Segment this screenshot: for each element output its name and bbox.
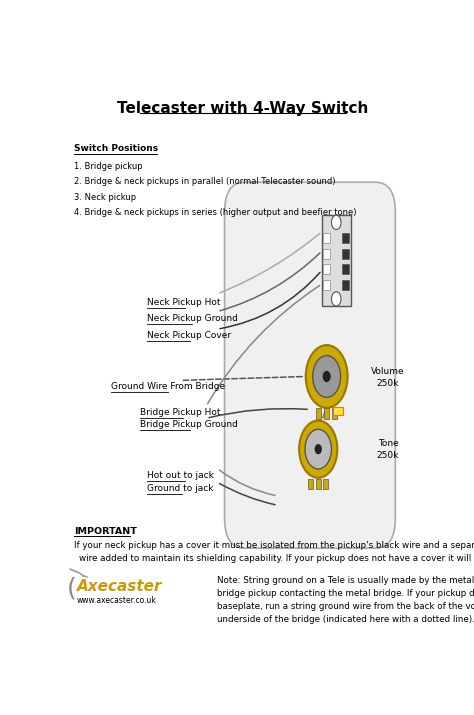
Bar xyxy=(324,408,329,420)
Text: www.axecaster.co.uk: www.axecaster.co.uk xyxy=(77,596,157,605)
Text: 250k: 250k xyxy=(377,379,399,388)
Bar xyxy=(323,264,329,274)
Text: 2. Bridge & neck pickups in parallel (normal Telecaster sound): 2. Bridge & neck pickups in parallel (no… xyxy=(74,177,336,186)
Text: If your neck pickup has a cover it must be isolated from the pickup's black wire: If your neck pickup has a cover it must … xyxy=(74,541,474,550)
Circle shape xyxy=(315,445,321,453)
Text: bridge pickup contacting the metal bridge. If your pickup doesn't have a metal: bridge pickup contacting the metal bridg… xyxy=(217,589,474,598)
Text: Neck Pickup Cover: Neck Pickup Cover xyxy=(147,331,231,340)
Bar xyxy=(343,264,349,274)
Circle shape xyxy=(299,420,337,478)
Text: IMPORTANT: IMPORTANT xyxy=(74,528,137,536)
Text: Switch Positions: Switch Positions xyxy=(74,144,158,152)
Bar xyxy=(343,249,349,259)
Text: (: ( xyxy=(67,577,77,601)
Text: Neck Pickup Hot: Neck Pickup Hot xyxy=(147,297,221,307)
Circle shape xyxy=(305,429,331,469)
Text: Neck Pickup Ground: Neck Pickup Ground xyxy=(147,315,238,323)
Circle shape xyxy=(331,292,341,306)
Bar xyxy=(323,249,329,259)
Bar xyxy=(332,408,337,420)
Circle shape xyxy=(331,215,341,230)
Bar xyxy=(323,233,329,243)
Bar xyxy=(322,215,351,306)
Text: Bridge Pickup Hot: Bridge Pickup Hot xyxy=(140,408,220,417)
Text: Ground Wire From Bridge: Ground Wire From Bridge xyxy=(110,382,225,391)
Text: 4. Bridge & neck pickups in series (higher output and beefier tone): 4. Bridge & neck pickups in series (high… xyxy=(74,208,356,217)
Text: 1. Bridge pickup: 1. Bridge pickup xyxy=(74,162,143,171)
Text: Hot out to jack: Hot out to jack xyxy=(147,471,214,480)
Text: Tone: Tone xyxy=(378,439,399,448)
Text: Bridge Pickup Ground: Bridge Pickup Ground xyxy=(140,420,238,429)
Text: 250k: 250k xyxy=(377,451,399,460)
FancyBboxPatch shape xyxy=(225,182,395,548)
Circle shape xyxy=(313,355,341,398)
Bar xyxy=(316,479,321,489)
Text: Axecaster: Axecaster xyxy=(77,578,163,593)
Circle shape xyxy=(306,345,347,408)
Bar xyxy=(343,280,349,290)
Bar xyxy=(343,233,349,243)
Text: wire added to maintain its shielding capability. If your pickup does not have a : wire added to maintain its shielding cap… xyxy=(80,553,474,563)
Bar xyxy=(323,479,328,489)
Text: baseplate, run a string ground wire from the back of the volume pot to the: baseplate, run a string ground wire from… xyxy=(217,602,474,611)
Text: underside of the bridge (indicated here with a dotted line).: underside of the bridge (indicated here … xyxy=(217,616,474,624)
Bar xyxy=(333,408,343,415)
Bar xyxy=(323,280,329,290)
Circle shape xyxy=(323,372,330,381)
Text: 3. Neck pickup: 3. Neck pickup xyxy=(74,192,136,202)
Text: Telecaster with 4-Way Switch: Telecaster with 4-Way Switch xyxy=(117,102,369,117)
Text: Note: String ground on a Tele is usually made by the metal baseplate of the: Note: String ground on a Tele is usually… xyxy=(217,576,474,585)
Text: Volume: Volume xyxy=(371,367,405,375)
Bar xyxy=(316,408,321,420)
Text: Ground to jack: Ground to jack xyxy=(147,484,214,493)
Bar xyxy=(308,479,313,489)
